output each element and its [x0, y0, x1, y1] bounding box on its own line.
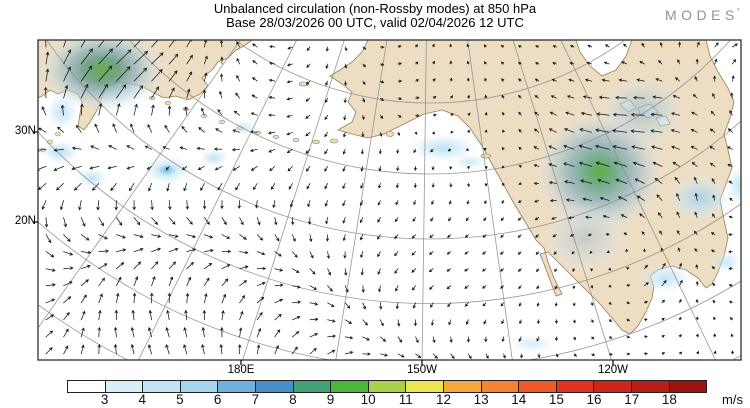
modes-logo: MODES°	[665, 7, 740, 23]
modes-logo-degree-mark: °	[736, 7, 740, 17]
colorbar-segment	[105, 381, 144, 392]
colorbar-tick-9: 9	[326, 392, 335, 407]
lon-label-150w: 150W	[406, 364, 438, 376]
colorbar-tick-3: 3	[100, 392, 109, 407]
colorbar-segment	[556, 381, 595, 392]
colorbar-tick-14: 14	[511, 392, 527, 407]
colorbar-unit-label: m/s	[722, 392, 743, 407]
colorbar-tick-10: 10	[360, 392, 376, 407]
colorbar-segment	[331, 381, 369, 392]
modes-logo-text: MODES	[664, 7, 739, 23]
colorbar-tick-15: 15	[548, 392, 564, 407]
chart-subtitle: Base 28/03/2026 00 UTC, valid 02/04/2026…	[226, 15, 524, 30]
lon-label-180e: 180E	[227, 364, 255, 376]
chart-header: Unbalanced circulation (non-Rossby modes…	[0, 2, 750, 30]
colorbar-tick-11: 11	[398, 392, 413, 407]
lat-label-30n: 30N	[14, 125, 36, 137]
colorbar-tick-4: 4	[138, 392, 147, 407]
colorbar-segment	[143, 381, 181, 392]
colorbar-segment	[669, 381, 707, 392]
colorbar-segment	[519, 381, 557, 392]
colorbar-segment	[631, 381, 670, 392]
colorbar-tick-12: 12	[435, 392, 451, 407]
colorbar-segment	[594, 381, 632, 392]
colorbar-tick-18: 18	[661, 392, 677, 407]
lon-label-120w: 120W	[597, 364, 629, 376]
colorbar-tick-7: 7	[251, 392, 259, 407]
colorbar-segment	[68, 381, 106, 392]
colorbar-segment	[218, 381, 256, 392]
colorbar-segment	[180, 381, 219, 392]
colorbar-tick-6: 6	[213, 392, 222, 407]
colorbar-segment	[368, 381, 407, 392]
colorbar-segment	[255, 381, 294, 392]
colorbar-segment	[481, 381, 520, 392]
colorbar-tick-16: 16	[586, 392, 602, 407]
colorbar	[67, 380, 707, 393]
colorbar-tick-8: 8	[289, 392, 297, 407]
colorbar-tick-17: 17	[624, 392, 640, 407]
colorbar-segment	[443, 381, 482, 392]
colorbar-tick-13: 13	[473, 392, 489, 407]
colorbar-segment	[293, 381, 332, 392]
colorbar-tick-5: 5	[176, 392, 184, 407]
colorbar-segment	[406, 381, 444, 392]
lat-label-20n: 20N	[14, 215, 36, 227]
chart-title: Unbalanced circulation (non-Rossby modes…	[213, 1, 537, 16]
